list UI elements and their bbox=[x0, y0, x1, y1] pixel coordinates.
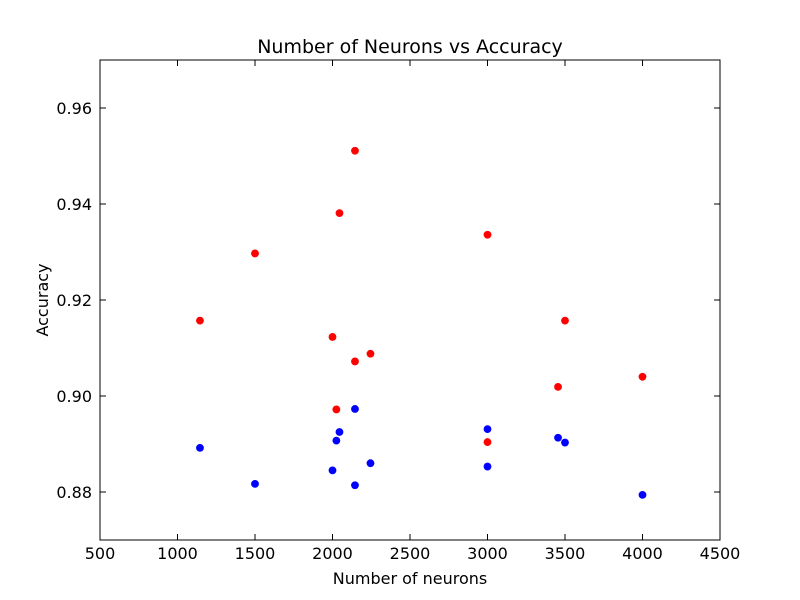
y-tick-label: 0.88 bbox=[56, 483, 92, 502]
red-point bbox=[366, 349, 375, 358]
blue-point bbox=[196, 443, 204, 452]
blue-point bbox=[483, 462, 492, 471]
blue-point bbox=[251, 479, 259, 488]
x-tick-label: 3500 bbox=[545, 544, 586, 563]
x-tick-label: 2500 bbox=[390, 544, 431, 563]
red-point bbox=[483, 438, 492, 446]
x-tick-label: 4500 bbox=[700, 544, 741, 563]
blue-point bbox=[366, 459, 375, 468]
x-tick-label: 500 bbox=[85, 544, 116, 563]
y-axis-title: Accuracy bbox=[33, 263, 52, 336]
y-tick-label: 0.96 bbox=[56, 99, 92, 118]
blue-point bbox=[328, 466, 337, 475]
x-tick-label: 1500 bbox=[235, 544, 276, 563]
red-point bbox=[335, 209, 344, 218]
red-point bbox=[332, 405, 341, 414]
axis-ticks: 500 1000 1500 2000 2500 3000 3500 4000 4500 0.88 0… bbox=[56, 60, 740, 563]
y-tick-label: 0.90 bbox=[56, 387, 92, 406]
x-tick-label: 1000 bbox=[157, 544, 198, 563]
x-tick-label: 3000 bbox=[467, 544, 508, 563]
red-point bbox=[351, 357, 359, 366]
blue-point bbox=[638, 490, 647, 499]
x-tick-label: 4000 bbox=[622, 544, 663, 563]
blue-point bbox=[554, 433, 562, 442]
blue-point bbox=[483, 425, 492, 434]
red-point bbox=[561, 316, 569, 325]
y-tick-label: 0.94 bbox=[56, 195, 92, 214]
chart-title: Number of Neurons vs Accuracy bbox=[257, 36, 563, 58]
red-point bbox=[328, 333, 337, 341]
red-point bbox=[251, 249, 259, 258]
red-point bbox=[196, 316, 204, 325]
blue-point bbox=[351, 405, 359, 413]
blue-point bbox=[335, 428, 344, 436]
x-tick-label: 2000 bbox=[312, 544, 353, 563]
red-point bbox=[483, 230, 492, 239]
x-axis-title: Number of neurons bbox=[333, 569, 487, 588]
y-tick-label: 0.92 bbox=[56, 291, 92, 310]
blue-point bbox=[332, 436, 341, 445]
red-point bbox=[638, 372, 647, 381]
plot-area bbox=[196, 146, 647, 499]
blue-point bbox=[561, 438, 569, 447]
blue-point bbox=[351, 481, 359, 490]
red-point bbox=[554, 382, 562, 391]
red-point bbox=[351, 146, 359, 155]
